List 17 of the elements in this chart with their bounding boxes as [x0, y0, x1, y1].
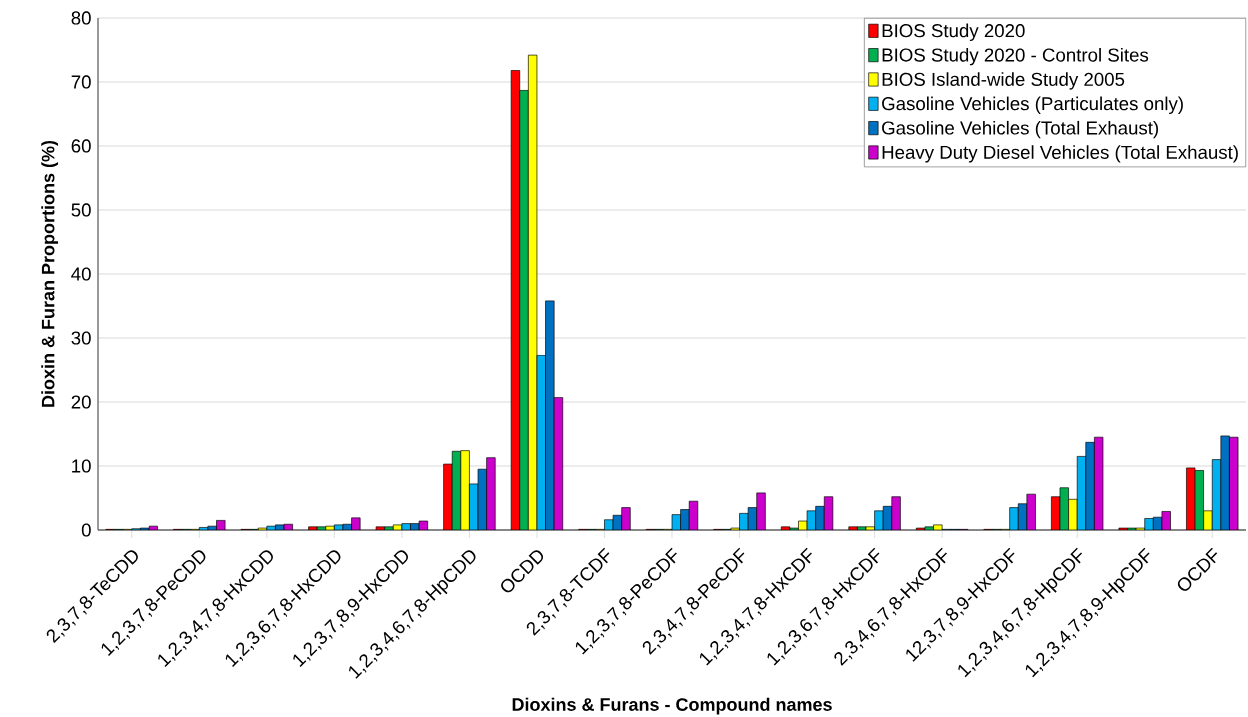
y-tick-label: 70: [71, 75, 91, 89]
y-axis-title: Dioxin & Furan Proportions (%): [41, 140, 59, 407]
y-tick-label: 60: [71, 139, 91, 153]
legend-label: Gasoline Vehicles (Particulates only): [882, 96, 1183, 114]
y-tick-label: 0: [81, 523, 91, 537]
legend-label: BIOS Island-wide Study 2005: [882, 72, 1125, 90]
y-tick-label: 40: [71, 267, 91, 281]
y-tick-label: 10: [72, 459, 91, 473]
legend-label: Heavy Duty Diesel Vehicles (Total Exhaust): [882, 145, 1238, 163]
y-tick-label: 50: [71, 203, 91, 217]
legend-label: Gasoline Vehicles (Total Exhaust): [882, 120, 1159, 139]
legend-label: BIOS Study 2020: [882, 23, 1025, 41]
y-tick-label: 30: [71, 331, 91, 345]
y-tick-label: 80: [71, 11, 91, 25]
x-axis-title: Dioxins & Furans - Compound names: [512, 697, 832, 715]
legend-label: BIOS Study 2020 - Control Sites: [882, 47, 1149, 66]
y-tick-label: 20: [71, 395, 91, 409]
